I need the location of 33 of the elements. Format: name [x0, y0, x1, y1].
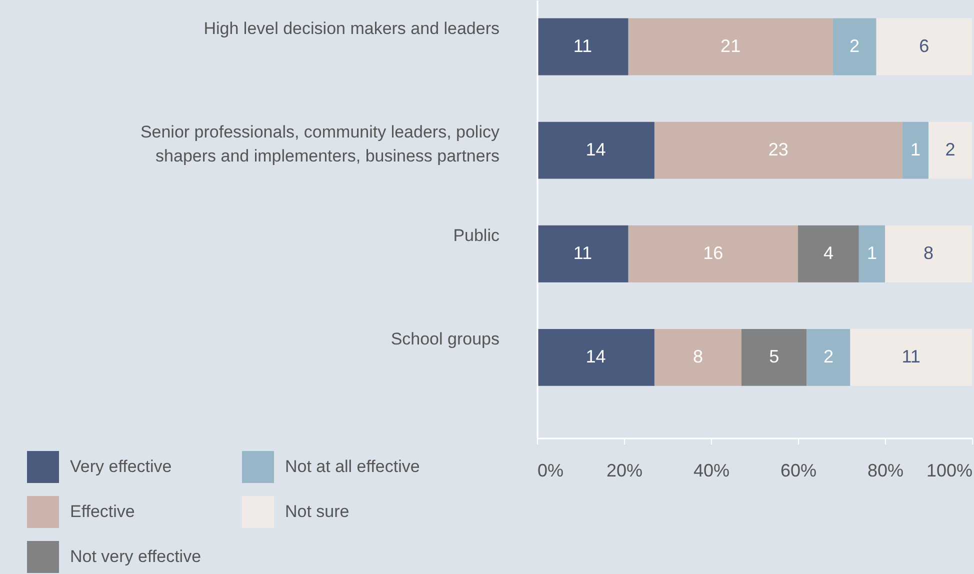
y-tick-label: School groups [390, 329, 500, 348]
annotation: 8 [692, 346, 703, 366]
y-tick-label: High level decision makers and leaders [204, 18, 500, 38]
annotation: 4 [823, 242, 834, 263]
legend-label: Not sure [285, 502, 350, 521]
y-tick-label: Senior professionals, community leaders, policy shapers and implementers, business partners [140, 122, 500, 166]
annotation: 1 [866, 242, 877, 263]
annotation: 8 [923, 242, 934, 263]
x-tick-label: 20% [606, 460, 643, 480]
annotation: 5 [769, 346, 780, 366]
x-tick-label: 100% [926, 460, 972, 480]
annotation: 14 [586, 139, 606, 160]
annotation: 16 [703, 242, 724, 263]
x-tick-label: 0% [538, 460, 564, 480]
annotation: 11 [573, 36, 592, 56]
annotation: 1 [910, 139, 920, 160]
annotation: 14 [586, 346, 606, 366]
legend-label: Not at all effective [285, 457, 420, 476]
x-tick-label: 40% [693, 460, 730, 480]
y-tick-label: Public [453, 226, 500, 245]
annotation: 11 [902, 346, 920, 366]
annotation: 23 [768, 139, 788, 160]
annotation: 21 [720, 36, 741, 56]
annotation: 6 [919, 36, 930, 56]
x-tick-label: 80% [867, 460, 904, 480]
x-tick-label: 60% [780, 460, 817, 480]
annotation: 2 [823, 346, 834, 366]
annotation: 11 [573, 242, 592, 263]
annotation: 2 [945, 139, 956, 160]
legend-label: Not very effective [70, 547, 202, 566]
legend-label: Very effective [70, 457, 172, 476]
legend-label: Effective [70, 502, 135, 521]
annotation: 2 [850, 36, 860, 56]
